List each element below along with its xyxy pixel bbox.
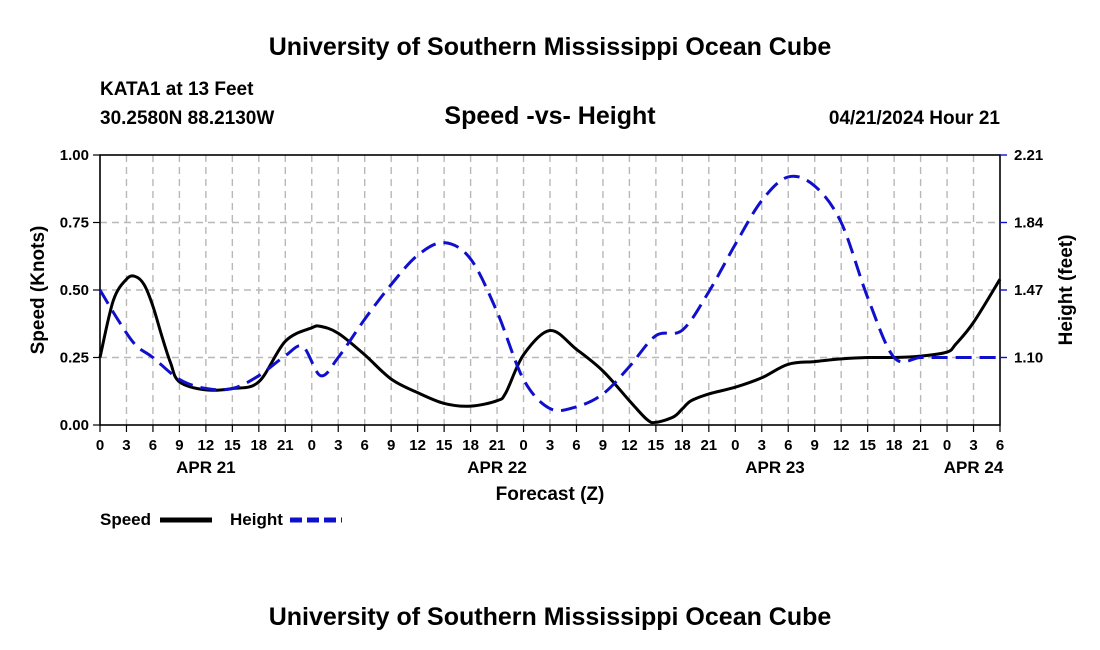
grid-lines <box>100 154 1000 425</box>
x-tick-label: 21 <box>489 437 506 454</box>
y-tick-label: 0.25 <box>60 350 89 367</box>
y2-tick-label: 1.47 <box>1014 282 1043 299</box>
x-tick-label: 6 <box>361 437 369 454</box>
x-tick-label: 0 <box>308 437 316 454</box>
legend-height-label: Height <box>230 510 283 529</box>
series-line-speed <box>98 274 1002 425</box>
x-tick-label: 15 <box>224 437 241 454</box>
y-tick-label: 0.50 <box>60 282 89 299</box>
x-tick-label: 18 <box>674 437 691 454</box>
x-tick-label: 6 <box>996 437 1004 454</box>
x-axis-title: Forecast (Z) <box>496 484 605 505</box>
series-lines <box>98 174 1002 425</box>
x-tick-label: 12 <box>833 437 850 454</box>
x-tick-label: 6 <box>149 437 157 454</box>
x-tick-label: 18 <box>886 437 903 454</box>
x-tick-label: 21 <box>277 437 294 454</box>
x-tick-label: 21 <box>912 437 929 454</box>
x-tick-label: 9 <box>175 437 183 454</box>
x-tick-label: 9 <box>387 437 395 454</box>
legend: Speed Height <box>100 510 342 529</box>
date-label: APR 23 <box>745 458 805 477</box>
station-label: KATA1 at 13 Feet <box>100 79 254 100</box>
axes: 0 3 6 9 12 15 18 21 0 3 6 9 12 15 18 21 0 3 6 9 12 15 18 21 0 3 6 9… <box>60 147 1044 477</box>
y2-tick-label: 1.10 <box>1014 350 1043 367</box>
x-tick-label: 3 <box>122 437 130 454</box>
x-tick-label: 12 <box>198 437 215 454</box>
y-tick-label: 0.75 <box>60 215 89 232</box>
x-tick-label: 0 <box>731 437 739 454</box>
x-tick-label: 21 <box>700 437 717 454</box>
x-tick-label: 3 <box>334 437 342 454</box>
coordinates-label: 30.2580N 88.2130W <box>100 108 274 129</box>
y-tick-label: 0.00 <box>60 417 89 434</box>
y-axis-title: Speed (Knots) <box>28 226 49 355</box>
y-tick-label: 1.00 <box>60 147 89 164</box>
datetime-label: 04/21/2024 Hour 21 <box>829 108 1001 129</box>
series-line-height <box>98 174 1000 413</box>
x-tick-label: 12 <box>621 437 638 454</box>
x-tick-label: 0 <box>519 437 527 454</box>
legend-speed-label: Speed <box>100 510 151 529</box>
x-tick-label: 3 <box>546 437 554 454</box>
chart-subtitle: Speed -vs- Height <box>444 102 656 130</box>
x-tick-label: 18 <box>462 437 479 454</box>
x-tick-label: 15 <box>436 437 453 454</box>
x-tick-label: 12 <box>409 437 426 454</box>
x-tick-label: 9 <box>599 437 607 454</box>
page-title: University of Southern Mississippi Ocean… <box>269 33 832 61</box>
x-tick-label: 0 <box>96 437 104 454</box>
date-label: APR 21 <box>176 458 236 477</box>
date-label: APR 24 <box>944 458 1004 477</box>
y2-tick-label: 2.21 <box>1014 147 1043 164</box>
footer-title: University of Southern Mississippi Ocean… <box>269 603 832 631</box>
x-tick-label: 3 <box>758 437 766 454</box>
y2-axis-title: Height (feet) <box>1056 235 1077 346</box>
x-tick-label: 6 <box>572 437 580 454</box>
x-tick-label: 3 <box>969 437 977 454</box>
x-tick-label: 0 <box>943 437 951 454</box>
x-tick-label: 15 <box>859 437 876 454</box>
x-tick-label: 18 <box>250 437 267 454</box>
x-tick-label: 9 <box>811 437 819 454</box>
x-tick-label: 15 <box>648 437 665 454</box>
y2-tick-label: 1.84 <box>1014 215 1044 232</box>
x-tick-label: 6 <box>784 437 792 454</box>
date-label: APR 22 <box>467 458 527 477</box>
